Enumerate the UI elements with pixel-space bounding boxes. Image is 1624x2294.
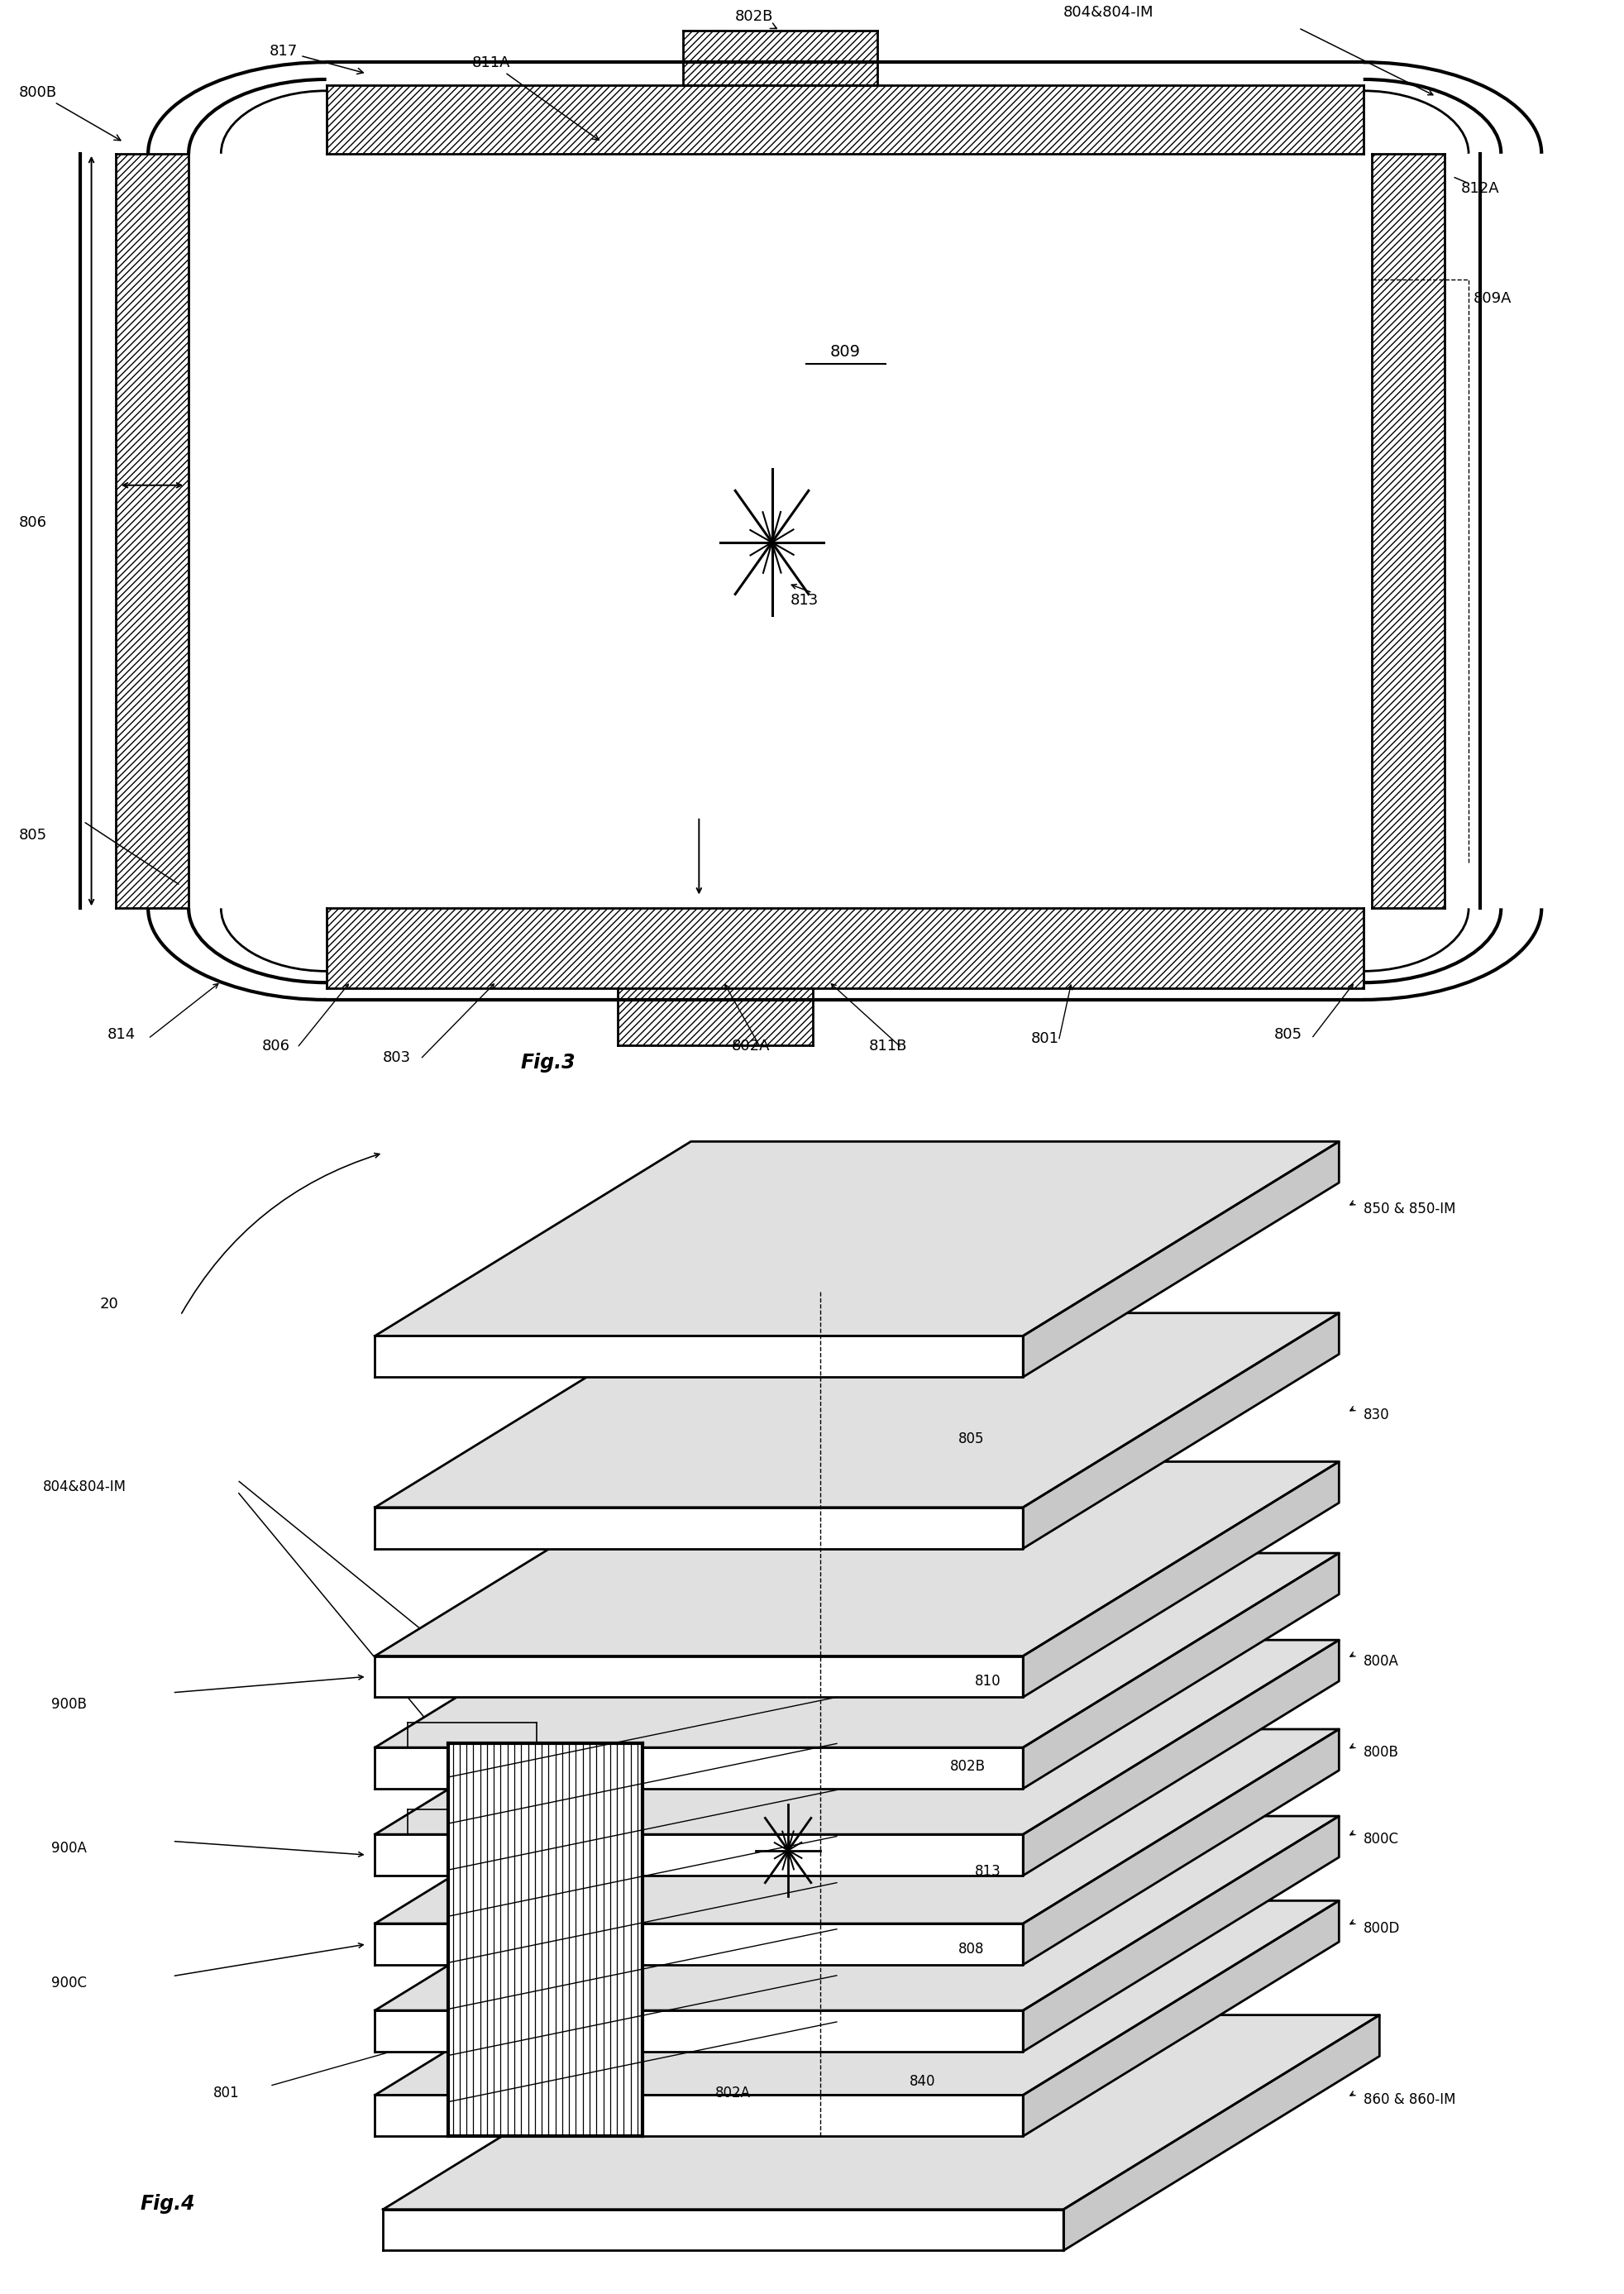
- Text: 817: 817: [270, 44, 364, 73]
- Bar: [448, 1743, 641, 2136]
- Text: 804&804-IM: 804&804-IM: [42, 1480, 127, 1496]
- Text: 800B: 800B: [18, 85, 120, 140]
- Polygon shape: [1064, 2014, 1379, 2250]
- Polygon shape: [375, 1335, 1023, 1376]
- Polygon shape: [1023, 1142, 1338, 1376]
- Polygon shape: [375, 1507, 1023, 1548]
- Bar: [617, 989, 812, 1046]
- Polygon shape: [375, 1730, 1338, 1925]
- Polygon shape: [1023, 1817, 1338, 2051]
- Text: 809: 809: [830, 344, 859, 360]
- Text: 811B: 811B: [869, 1039, 908, 1053]
- Polygon shape: [375, 1640, 1338, 1835]
- Text: 803: 803: [383, 1051, 411, 1064]
- Text: 800B: 800B: [1363, 1746, 1398, 1759]
- Text: 804&804-IM: 804&804-IM: [1064, 5, 1153, 21]
- Text: 811A: 811A: [473, 55, 599, 140]
- Polygon shape: [375, 2094, 1023, 2136]
- Polygon shape: [1023, 1312, 1338, 1548]
- Text: 805: 805: [1273, 1028, 1302, 1041]
- Polygon shape: [375, 1461, 1338, 1656]
- Polygon shape: [375, 1902, 1338, 2094]
- Text: 812A: 812A: [1460, 181, 1499, 195]
- Polygon shape: [375, 1656, 1023, 1698]
- Text: 900A: 900A: [50, 1842, 86, 1856]
- Polygon shape: [383, 2014, 1379, 2209]
- Text: 860 & 860-IM: 860 & 860-IM: [1363, 2092, 1455, 2108]
- Text: 20: 20: [99, 1296, 119, 1312]
- Text: 840: 840: [909, 2074, 935, 2090]
- Polygon shape: [375, 1835, 1023, 1876]
- Bar: [682, 30, 877, 85]
- Bar: [188, 154, 1371, 908]
- Text: 800D: 800D: [1363, 1920, 1400, 1936]
- Polygon shape: [375, 1748, 1023, 1789]
- Text: 802A: 802A: [731, 1039, 770, 1053]
- Bar: [1371, 154, 1444, 908]
- Text: 800C: 800C: [1363, 1833, 1398, 1847]
- Text: 813: 813: [789, 592, 818, 608]
- Polygon shape: [375, 1925, 1023, 1964]
- Text: 806: 806: [261, 1039, 289, 1053]
- Polygon shape: [375, 2010, 1023, 2051]
- Text: 801: 801: [1031, 1032, 1059, 1046]
- Polygon shape: [1023, 1730, 1338, 1964]
- Text: 802B: 802B: [950, 1759, 986, 1773]
- Text: 814: 814: [107, 1028, 136, 1041]
- Bar: [115, 154, 188, 908]
- Polygon shape: [375, 1312, 1338, 1507]
- Text: Fig.3: Fig.3: [521, 1053, 575, 1074]
- Polygon shape: [1023, 1553, 1338, 1789]
- Text: 809A: 809A: [1473, 291, 1512, 305]
- Polygon shape: [1023, 1902, 1338, 2136]
- Polygon shape: [383, 2209, 1064, 2250]
- Text: 900C: 900C: [50, 1975, 86, 1991]
- Text: 801: 801: [213, 2085, 239, 2101]
- Text: 808: 808: [958, 1941, 984, 1957]
- Text: 802B: 802B: [734, 9, 776, 28]
- Polygon shape: [375, 1142, 1338, 1335]
- Text: 810: 810: [974, 1675, 1000, 1688]
- Text: 813: 813: [974, 1865, 1000, 1879]
- Polygon shape: [375, 1553, 1338, 1748]
- Text: Fig.4: Fig.4: [140, 2193, 195, 2214]
- Text: 802A: 802A: [715, 2085, 750, 2101]
- Text: 900B: 900B: [50, 1698, 86, 1711]
- Text: 806: 806: [18, 514, 47, 530]
- Polygon shape: [1023, 1461, 1338, 1698]
- Text: 805: 805: [18, 828, 47, 842]
- Text: 830: 830: [1363, 1409, 1389, 1422]
- Polygon shape: [375, 1817, 1338, 2010]
- Text: 850 & 850-IM: 850 & 850-IM: [1363, 1202, 1455, 1216]
- Bar: [326, 908, 1363, 989]
- Bar: [326, 85, 1363, 154]
- Polygon shape: [1023, 1640, 1338, 1876]
- Text: 800A: 800A: [1363, 1654, 1398, 1668]
- Text: 805: 805: [958, 1431, 984, 1448]
